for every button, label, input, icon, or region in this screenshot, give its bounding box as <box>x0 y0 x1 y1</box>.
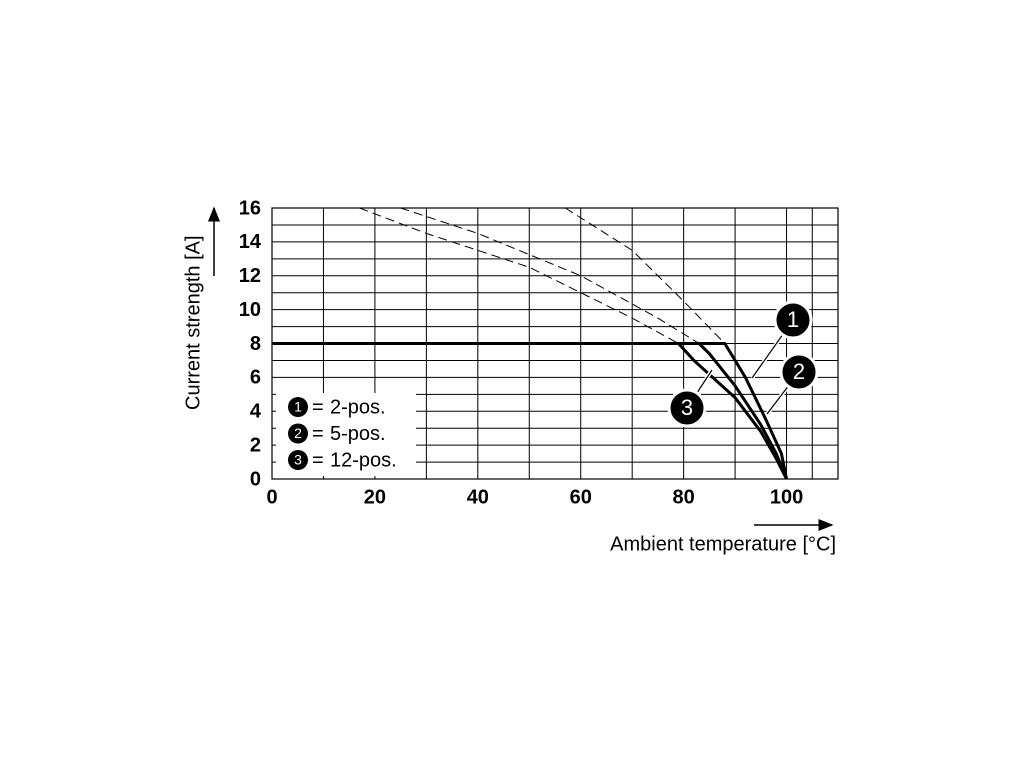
y-tick-label: 14 <box>239 231 262 253</box>
x-tick-label: 60 <box>570 486 592 508</box>
legend-separator: = <box>312 449 324 471</box>
legend-badge <box>288 397 308 417</box>
callout-badge <box>779 352 819 392</box>
legend-separator: = <box>312 423 324 445</box>
callout-badge <box>773 300 813 340</box>
legend-number: 2 <box>294 425 302 441</box>
legend-number: 1 <box>294 399 302 415</box>
legend-badge <box>288 450 308 470</box>
extrapolated-line <box>359 207 679 344</box>
x-tick-label: 0 <box>266 486 277 508</box>
callout-number: 1 <box>787 307 799 332</box>
y-tick-label: 16 <box>239 197 261 219</box>
overlay: 1 2 3 1 = 2-pos. 2 = 5-pos. 3 = 12-pos. <box>276 300 819 476</box>
callout-badge <box>667 388 707 428</box>
x-tick-label: 40 <box>467 486 489 508</box>
y-tick-label: 4 <box>250 401 262 423</box>
curves <box>272 207 789 480</box>
x-tick-label: 100 <box>770 486 803 508</box>
y-tick-label: 8 <box>250 333 261 355</box>
legend-badge <box>288 423 308 444</box>
extrapolated-line <box>400 207 700 344</box>
legend-label: 12-pos. <box>330 449 397 471</box>
y-tick-label: 2 <box>250 434 261 456</box>
derating-line <box>272 342 788 480</box>
x-axis-label: Ambient temperature [°C] <box>610 533 836 555</box>
callout-number: 2 <box>793 359 805 384</box>
legend-label: 2-pos. <box>330 396 386 418</box>
x-tick-label: 80 <box>673 486 695 508</box>
legend-separator: = <box>312 396 324 418</box>
legend-number: 3 <box>294 452 302 468</box>
legend-label: 5-pos. <box>330 423 386 445</box>
y-tick-label: 0 <box>250 468 261 490</box>
extrapolated-line <box>565 207 726 344</box>
y-tick-label: 12 <box>239 265 261 287</box>
y-axis-label: Current strength [A] <box>182 235 204 410</box>
derating-line <box>272 342 788 480</box>
x-tick-label: 20 <box>364 486 386 508</box>
callout-number: 3 <box>681 395 693 420</box>
y-tick-label: 6 <box>250 367 261 389</box>
y-tick-label: 10 <box>239 299 261 321</box>
